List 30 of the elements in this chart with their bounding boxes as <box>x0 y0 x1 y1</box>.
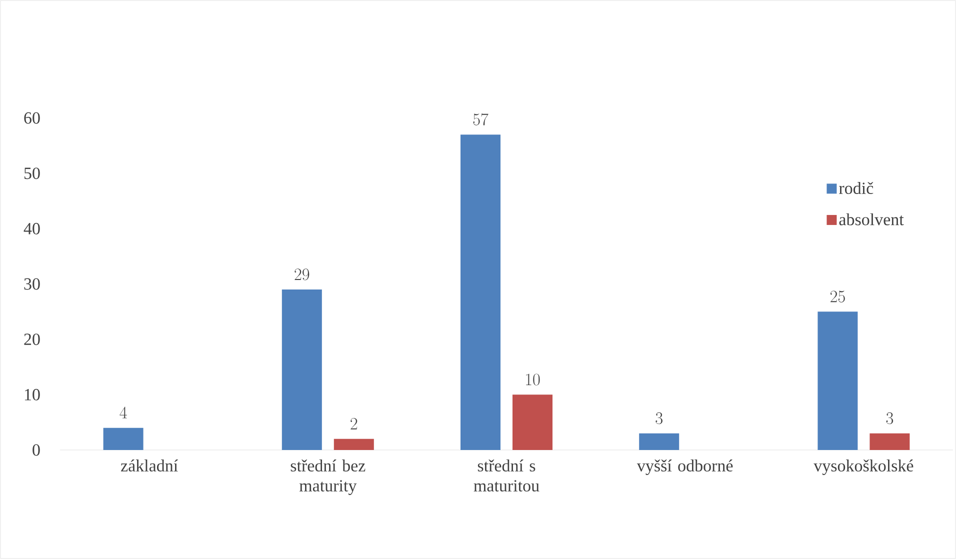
bar <box>282 290 322 450</box>
bar <box>460 134 501 450</box>
bar <box>103 428 144 450</box>
x-tick-label: střední s maturitou <box>474 460 540 492</box>
y-tick-label: 60 <box>24 112 40 124</box>
x-tick-label: vysokoškolské <box>814 460 914 476</box>
legend-label: absolvent <box>839 213 904 226</box>
data-label: 4 <box>120 406 127 418</box>
y-tick-label: 10 <box>24 388 40 400</box>
bar <box>870 433 910 450</box>
data-label: 25 <box>830 290 845 302</box>
data-label: 29 <box>294 268 310 280</box>
legend-label: rodič <box>839 182 874 194</box>
data-label: 10 <box>526 374 540 386</box>
x-tick-label: vyšší odborné <box>636 460 733 476</box>
bar <box>639 433 680 450</box>
bar <box>512 394 553 450</box>
y-tick-label: 20 <box>24 334 40 346</box>
x-tick-label: základní <box>120 460 178 472</box>
data-label: 3 <box>656 412 662 424</box>
y-tick-label: 40 <box>24 222 40 234</box>
bar <box>334 438 374 450</box>
x-tick-label: střední bez maturity <box>290 460 366 496</box>
data-label: 57 <box>473 113 488 126</box>
data-label: 2 <box>350 418 358 430</box>
y-tick-label: 0 <box>32 444 40 456</box>
y-tick-label: 50 <box>24 168 40 180</box>
y-tick-label: 30 <box>24 278 40 290</box>
data-label: 3 <box>886 412 894 424</box>
bar <box>818 312 858 450</box>
